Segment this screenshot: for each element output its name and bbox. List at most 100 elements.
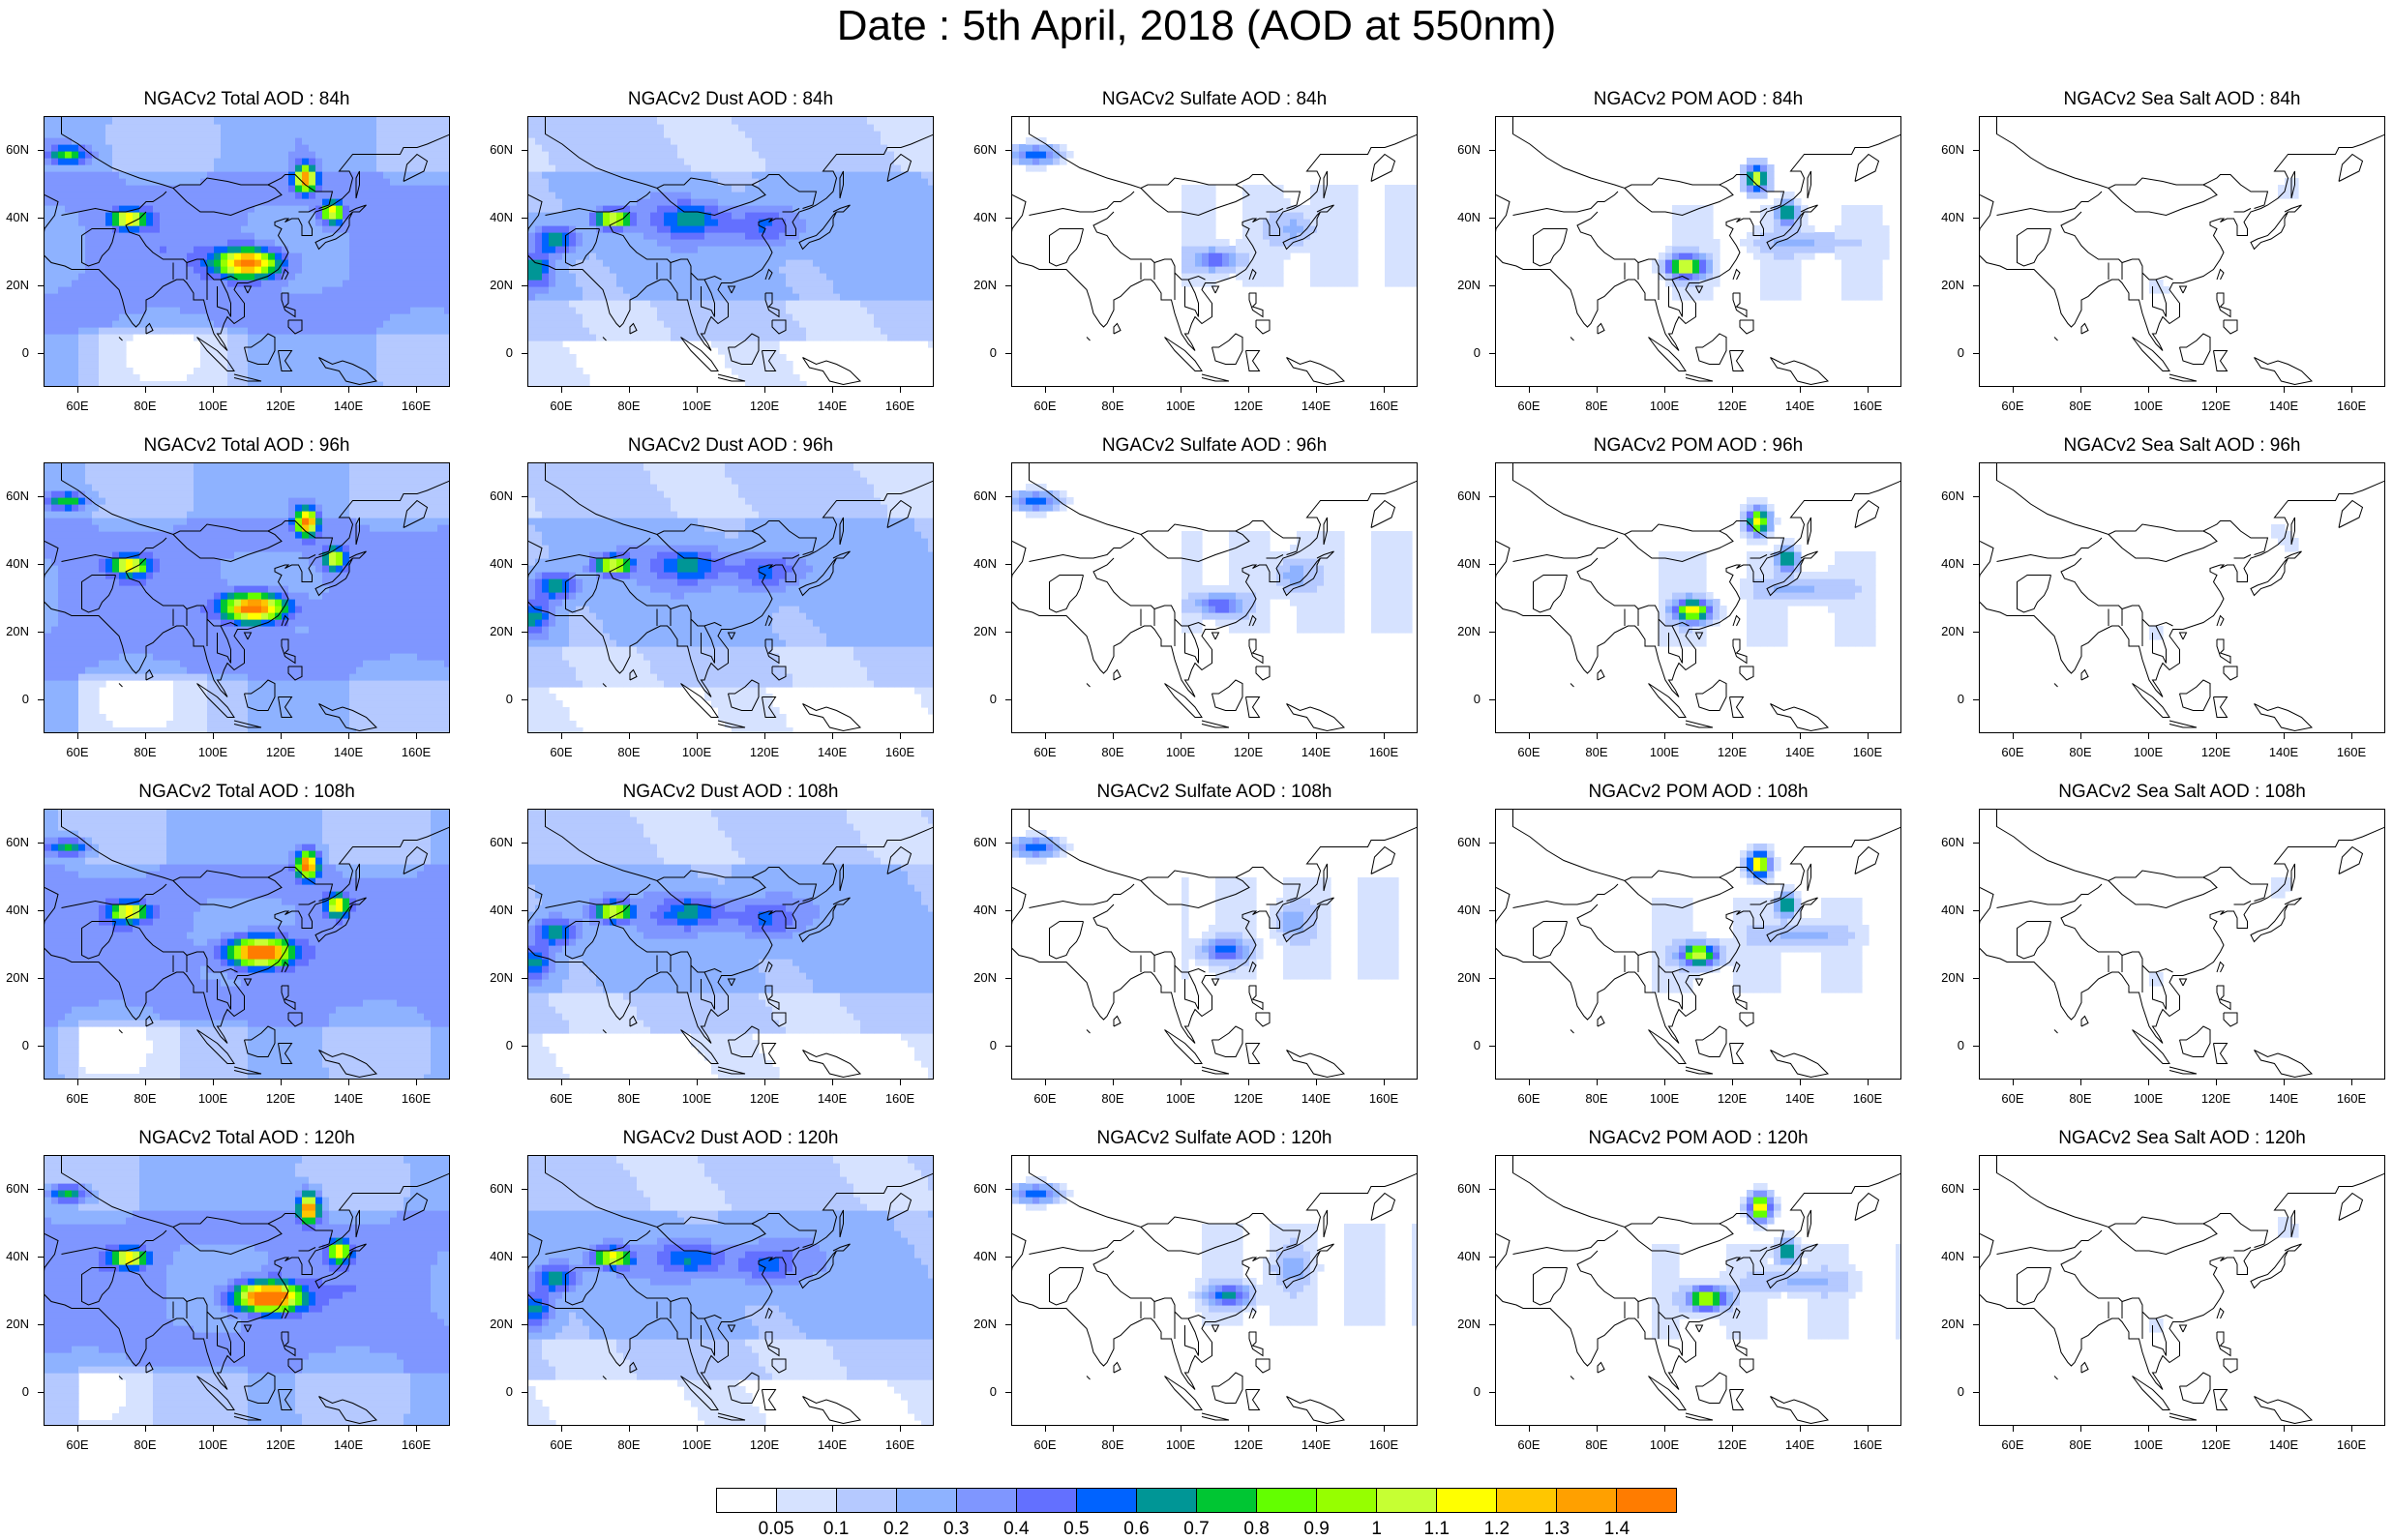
colorbar-box [1617,1489,1676,1512]
x-tick-mark [1316,1080,1317,1085]
colorbar-box [1437,1489,1497,1512]
x-tick-mark [1868,733,1869,739]
x-tick-label: 160E [1846,1437,1889,1452]
x-tick-mark [1664,733,1665,739]
x-tick-mark [2080,733,2081,739]
y-tick-label: 20N [968,278,997,292]
aod-map [1011,462,1418,733]
y-tick-label: 40N [1935,210,1964,224]
y-tick-label: 20N [1451,1317,1481,1331]
y-tick-mark [522,353,527,354]
x-tick-label: 80E [608,745,650,759]
colorbar-label: 0.05 [747,1519,805,1540]
y-tick-mark [1489,1046,1495,1047]
x-tick-label: 100E [675,1091,718,1106]
y-tick-mark [1489,978,1495,979]
aod-field [45,1156,450,1426]
y-tick-mark [1005,1189,1011,1190]
y-tick-mark [1005,699,1011,700]
x-tick-mark [1316,1426,1317,1432]
x-tick-label: 80E [2059,399,2102,413]
x-tick-mark [2148,733,2149,739]
y-tick-label: 0 [968,1038,997,1052]
aod-map [1979,116,2385,387]
aod-shading [1659,497,1876,647]
x-tick-label: 140E [327,745,370,759]
x-tick-label: 80E [2059,745,2102,759]
y-tick-label: 20N [0,624,29,638]
x-tick-label: 160E [395,399,437,413]
x-tick-mark [1664,387,1665,393]
x-tick-mark [1248,1080,1249,1085]
y-tick-label: 60N [1451,489,1481,503]
x-tick-mark [1597,1080,1598,1085]
y-tick-label: 0 [1451,345,1481,360]
x-tick-mark [900,1426,901,1432]
colorbar-box [1317,1489,1377,1512]
x-tick-label: 80E [608,399,650,413]
y-tick-label: 0 [1451,1038,1481,1052]
y-tick-mark [1973,1392,1979,1393]
aod-field [1980,810,2385,1080]
x-tick-label: 60E [540,1437,583,1452]
x-tick-mark [2216,1426,2217,1432]
colorbar-box [1497,1489,1557,1512]
x-tick-label: 60E [1508,745,1550,759]
y-tick-label: 40N [0,210,29,224]
x-tick-label: 160E [1362,1091,1405,1106]
aod-shading [1012,137,1418,287]
x-tick-label: 160E [879,1091,921,1106]
y-tick-label: 20N [0,278,29,292]
x-tick-mark [1316,387,1317,393]
x-tick-mark [2216,1080,2217,1085]
y-tick-mark [1489,910,1495,911]
aod-shading [1012,484,1413,634]
aod-map [1011,809,1418,1080]
x-tick-mark [1045,1080,1046,1085]
x-tick-mark [764,1426,765,1432]
y-tick-mark [522,150,527,151]
colorbar [716,1488,1677,1513]
colorbar-label: 1.1 [1408,1519,1466,1540]
y-tick-label: 20N [484,278,513,292]
colorbar-box [1377,1489,1437,1512]
x-tick-label: 140E [811,745,853,759]
aod-map [1495,809,1901,1080]
x-tick-mark [2351,1080,2352,1085]
x-tick-mark [2148,1426,2149,1432]
y-tick-mark [1973,699,1979,700]
x-tick-mark [2351,733,2352,739]
x-tick-mark [1868,1080,1869,1085]
y-tick-mark [1489,150,1495,151]
y-tick-label: 40N [484,210,513,224]
x-tick-label: 120E [259,1437,302,1452]
x-tick-mark [1868,1426,1869,1432]
y-tick-mark [38,699,44,700]
x-tick-mark [1529,1426,1530,1432]
y-tick-mark [1005,843,1011,844]
x-tick-label: 60E [1024,745,1066,759]
x-tick-label: 100E [1159,745,1202,759]
y-tick-mark [1973,1324,1979,1325]
y-tick-mark [1005,910,1011,911]
y-tick-label: 40N [968,1249,997,1263]
aod-field [45,810,450,1080]
x-tick-mark [2013,387,2014,393]
y-tick-mark [1489,353,1495,354]
y-tick-mark [522,218,527,219]
x-tick-mark [213,1426,214,1432]
x-tick-label: 60E [540,399,583,413]
x-tick-mark [629,1426,630,1432]
y-tick-label: 20N [484,1317,513,1331]
y-tick-label: 0 [968,345,997,360]
x-tick-label: 80E [1092,1091,1134,1106]
y-tick-mark [1973,564,1979,565]
x-tick-mark [1316,733,1317,739]
x-tick-mark [697,387,698,393]
aod-field [528,810,934,1080]
x-tick-label: 140E [1295,1091,1337,1106]
y-tick-mark [522,1257,527,1258]
y-tick-label: 0 [1935,692,1964,706]
